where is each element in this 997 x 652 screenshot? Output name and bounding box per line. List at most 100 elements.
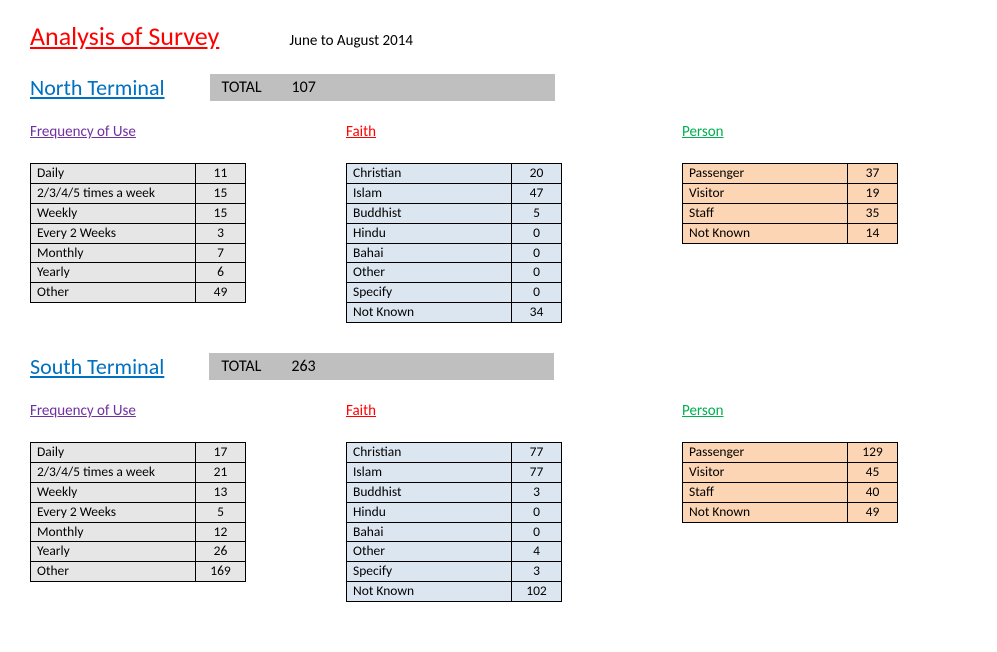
terminal-title: South Terminal (30, 353, 164, 380)
table-row: Other4 (347, 542, 562, 562)
cell-label: Daily (31, 164, 196, 184)
page-title: Analysis of Survey (30, 20, 219, 52)
cell-label: Hindu (347, 223, 512, 243)
cell-label: Yearly (31, 542, 196, 562)
cell-value: 169 (196, 562, 246, 582)
table-row: Christian77 (347, 443, 562, 463)
table-row: Specify0 (347, 283, 562, 303)
cell-value: 5 (512, 203, 562, 223)
cell-label: Hindu (347, 502, 512, 522)
cell-label: Islam (347, 462, 512, 482)
cell-value: 0 (512, 243, 562, 263)
terminal-header-row: South Terminal TOTAL263 (30, 353, 967, 380)
cell-label: Visitor (683, 462, 848, 482)
person-header: Person (682, 123, 724, 141)
table-row: Visitor19 (683, 183, 898, 203)
cell-label: Bahai (347, 243, 512, 263)
total-label: TOTAL (221, 357, 291, 376)
table-row: 2/3/4/5 times a week15 (31, 183, 246, 203)
cell-label: Visitor (683, 183, 848, 203)
table-row: Christian20 (347, 164, 562, 184)
table-row: Not Known49 (683, 502, 898, 522)
header-row: Analysis of Survey June to August 2014 (30, 20, 967, 52)
cell-label: Christian (347, 443, 512, 463)
cell-label: Weekly (31, 203, 196, 223)
faith-header: Faith (346, 123, 376, 141)
cell-label: Staff (683, 203, 848, 223)
total-value: 263 (291, 357, 315, 376)
cell-label: Every 2 Weeks (31, 502, 196, 522)
cell-value: 3 (512, 562, 562, 582)
cell-label: Christian (347, 164, 512, 184)
total-box: TOTAL107 (210, 74, 555, 101)
cell-value: 5 (196, 502, 246, 522)
table-row: Bahai0 (347, 522, 562, 542)
cell-value: 102 (512, 582, 562, 602)
table-row: Buddhist5 (347, 203, 562, 223)
frequency-header: Frequency of Use (30, 123, 136, 141)
person-header: Person (682, 402, 724, 420)
cell-value: 129 (848, 443, 898, 463)
columns-row: Frequency of Use Daily112/3/4/5 times a w… (30, 123, 967, 323)
table-row: Other49 (31, 283, 246, 303)
cell-value: 13 (196, 482, 246, 502)
table-row: Passenger129 (683, 443, 898, 463)
cell-value: 12 (196, 522, 246, 542)
table-row: Yearly26 (31, 542, 246, 562)
cell-value: 14 (848, 223, 898, 243)
cell-label: Monthly (31, 243, 196, 263)
cell-label: Passenger (683, 443, 848, 463)
cell-label: Bahai (347, 522, 512, 542)
columns-row: Frequency of Use Daily172/3/4/5 times a w… (30, 402, 967, 602)
cell-label: Other (347, 542, 512, 562)
total-label: TOTAL (222, 78, 292, 97)
cell-value: 0 (512, 522, 562, 542)
cell-label: Buddhist (347, 482, 512, 502)
table-row: Visitor45 (683, 462, 898, 482)
table-row: Not Known14 (683, 223, 898, 243)
table-row: Hindu0 (347, 223, 562, 243)
table-row: Daily17 (31, 443, 246, 463)
cell-label: Monthly (31, 522, 196, 542)
column-person: Person Passenger37Visitor19Staff35Not Kno… (682, 123, 898, 244)
cell-value: 49 (848, 502, 898, 522)
frequency-header: Frequency of Use (30, 402, 136, 420)
cell-label: Other (31, 562, 196, 582)
cell-label: 2/3/4/5 times a week (31, 462, 196, 482)
cell-value: 0 (512, 263, 562, 283)
total-value: 107 (292, 78, 316, 97)
table-row: Monthly12 (31, 522, 246, 542)
table-row: Not Known34 (347, 303, 562, 323)
table-row: Other0 (347, 263, 562, 283)
table-row: Staff35 (683, 203, 898, 223)
table-faith: Christian77Islam77Buddhist3Hindu0Bahai0O… (346, 442, 562, 602)
cell-value: 0 (512, 223, 562, 243)
table-row: Every 2 Weeks3 (31, 223, 246, 243)
cell-value: 45 (848, 462, 898, 482)
cell-value: 20 (512, 164, 562, 184)
cell-value: 0 (512, 502, 562, 522)
total-box: TOTAL263 (209, 353, 554, 380)
table-row: Other169 (31, 562, 246, 582)
cell-value: 49 (196, 283, 246, 303)
cell-label: Not Known (347, 303, 512, 323)
column-faith: Faith Christian77Islam77Buddhist 3 Hindu0Ba… (346, 402, 562, 602)
table-person: Passenger37Visitor19Staff35Not Known14 (682, 163, 898, 244)
table-person: Passenger129Visitor45Staff40Not Known49 (682, 442, 898, 523)
table-frequency: Daily172/3/4/5 times a week21Weekly13Eve… (30, 442, 246, 582)
table-row: Bahai0 (347, 243, 562, 263)
column-person: Person Passenger129Visitor45Staff40Not Kn… (682, 402, 898, 523)
faith-header: Faith (346, 402, 376, 420)
table-row: Islam77 (347, 462, 562, 482)
cell-value: 0 (512, 283, 562, 303)
cell-label: Other (347, 263, 512, 283)
cell-label: Not Known (683, 223, 848, 243)
terminal-header-row: North Terminal TOTAL107 (30, 74, 967, 101)
cell-label: Passenger (683, 164, 848, 184)
cell-value: 17 (196, 443, 246, 463)
terminal-title: North Terminal (30, 74, 165, 101)
cell-value: 3 (196, 223, 246, 243)
table-row: Specify3 (347, 562, 562, 582)
table-row: Weekly15 (31, 203, 246, 223)
table-frequency: Daily112/3/4/5 times a week15Weekly15Eve… (30, 163, 246, 303)
